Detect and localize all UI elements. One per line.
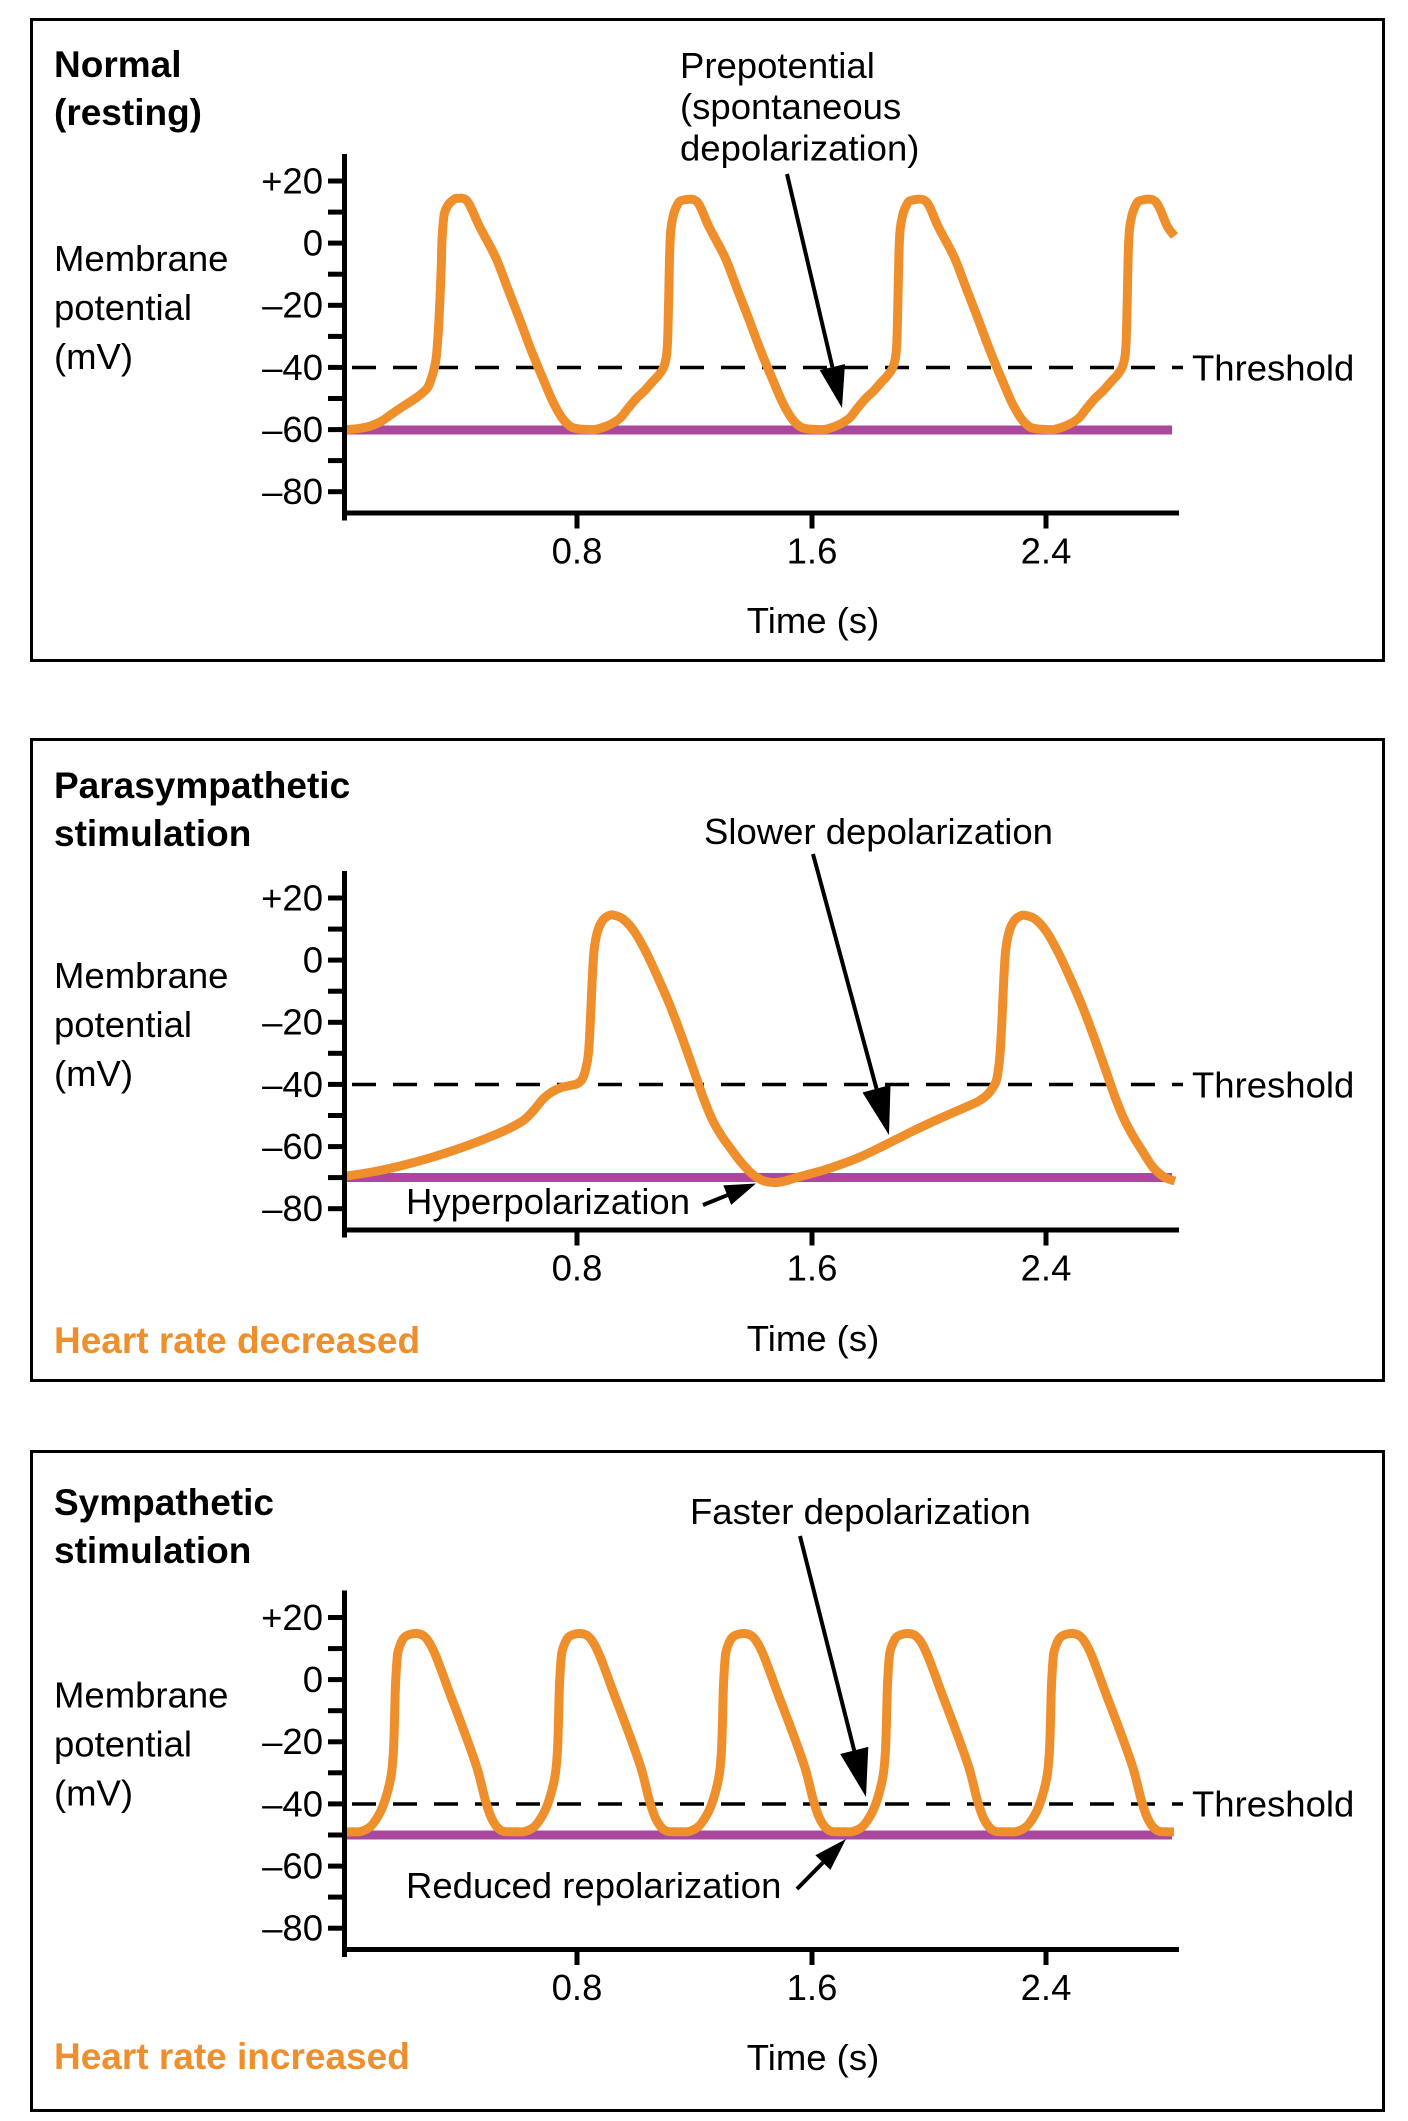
svg-text:(spontaneous: (spontaneous — [680, 86, 901, 127]
svg-text:Membrane: Membrane — [54, 1675, 228, 1716]
svg-text:–60: –60 — [262, 1846, 323, 1887]
svg-text:0: 0 — [303, 1659, 323, 1700]
svg-text:(resting): (resting) — [54, 92, 202, 133]
svg-text:Membrane: Membrane — [54, 238, 228, 279]
svg-text:–60: –60 — [262, 1126, 323, 1167]
svg-text:–60: –60 — [262, 409, 323, 450]
svg-text:potential: potential — [54, 1004, 192, 1045]
svg-text:+20: +20 — [261, 1597, 323, 1638]
svg-text:2.4: 2.4 — [1021, 1248, 1072, 1289]
svg-text:Hyperpolarization: Hyperpolarization — [406, 1181, 690, 1222]
svg-text:0.8: 0.8 — [552, 1248, 603, 1289]
svg-text:Time (s): Time (s) — [747, 600, 879, 641]
svg-text:–20: –20 — [262, 1721, 323, 1762]
svg-text:Sympathetic: Sympathetic — [54, 1482, 274, 1523]
svg-text:–80: –80 — [262, 1188, 323, 1229]
svg-text:+20: +20 — [261, 160, 323, 201]
svg-text:(mV): (mV) — [54, 1053, 133, 1094]
svg-text:–80: –80 — [262, 1908, 323, 1949]
svg-text:Normal: Normal — [54, 44, 181, 85]
svg-text:2.4: 2.4 — [1021, 1967, 1072, 2008]
svg-text:stimulation: stimulation — [54, 1530, 251, 1571]
svg-text:(mV): (mV) — [54, 1773, 133, 1814]
svg-text:Heart rate increased: Heart rate increased — [54, 2036, 410, 2077]
svg-text:1.6: 1.6 — [787, 1967, 838, 2008]
svg-text:–20: –20 — [262, 285, 323, 326]
svg-text:depolarization): depolarization) — [680, 128, 919, 169]
svg-text:Heart rate decreased: Heart rate decreased — [54, 1320, 420, 1361]
svg-text:Membrane: Membrane — [54, 955, 228, 996]
svg-text:0.8: 0.8 — [552, 531, 603, 572]
svg-text:Threshold: Threshold — [1192, 1065, 1354, 1106]
svg-text:Threshold: Threshold — [1192, 348, 1354, 389]
svg-text:0: 0 — [303, 223, 323, 264]
svg-text:potential: potential — [54, 1724, 192, 1765]
svg-text:–40: –40 — [262, 1064, 323, 1105]
svg-text:–20: –20 — [262, 1002, 323, 1043]
svg-text:Time (s): Time (s) — [747, 2037, 879, 2078]
svg-text:–40: –40 — [262, 1783, 323, 1824]
svg-text:(mV): (mV) — [54, 336, 133, 377]
svg-text:Slower depolarization: Slower depolarization — [704, 811, 1053, 852]
svg-text:Threshold: Threshold — [1192, 1784, 1354, 1825]
svg-text:0: 0 — [303, 940, 323, 981]
svg-text:Parasympathetic: Parasympathetic — [54, 765, 350, 806]
svg-text:Time (s): Time (s) — [747, 1318, 879, 1359]
svg-text:Prepotential: Prepotential — [680, 45, 875, 86]
svg-text:+20: +20 — [261, 877, 323, 918]
svg-text:0.8: 0.8 — [552, 1967, 603, 2008]
svg-text:–80: –80 — [262, 471, 323, 512]
svg-text:Reduced repolarization: Reduced repolarization — [406, 1865, 781, 1906]
svg-text:2.4: 2.4 — [1021, 531, 1072, 572]
svg-text:stimulation: stimulation — [54, 813, 251, 854]
svg-text:potential: potential — [54, 287, 192, 328]
svg-text:1.6: 1.6 — [787, 1248, 838, 1289]
svg-text:1.6: 1.6 — [787, 531, 838, 572]
svg-text:Faster depolarization: Faster depolarization — [690, 1491, 1031, 1532]
svg-text:–40: –40 — [262, 347, 323, 388]
